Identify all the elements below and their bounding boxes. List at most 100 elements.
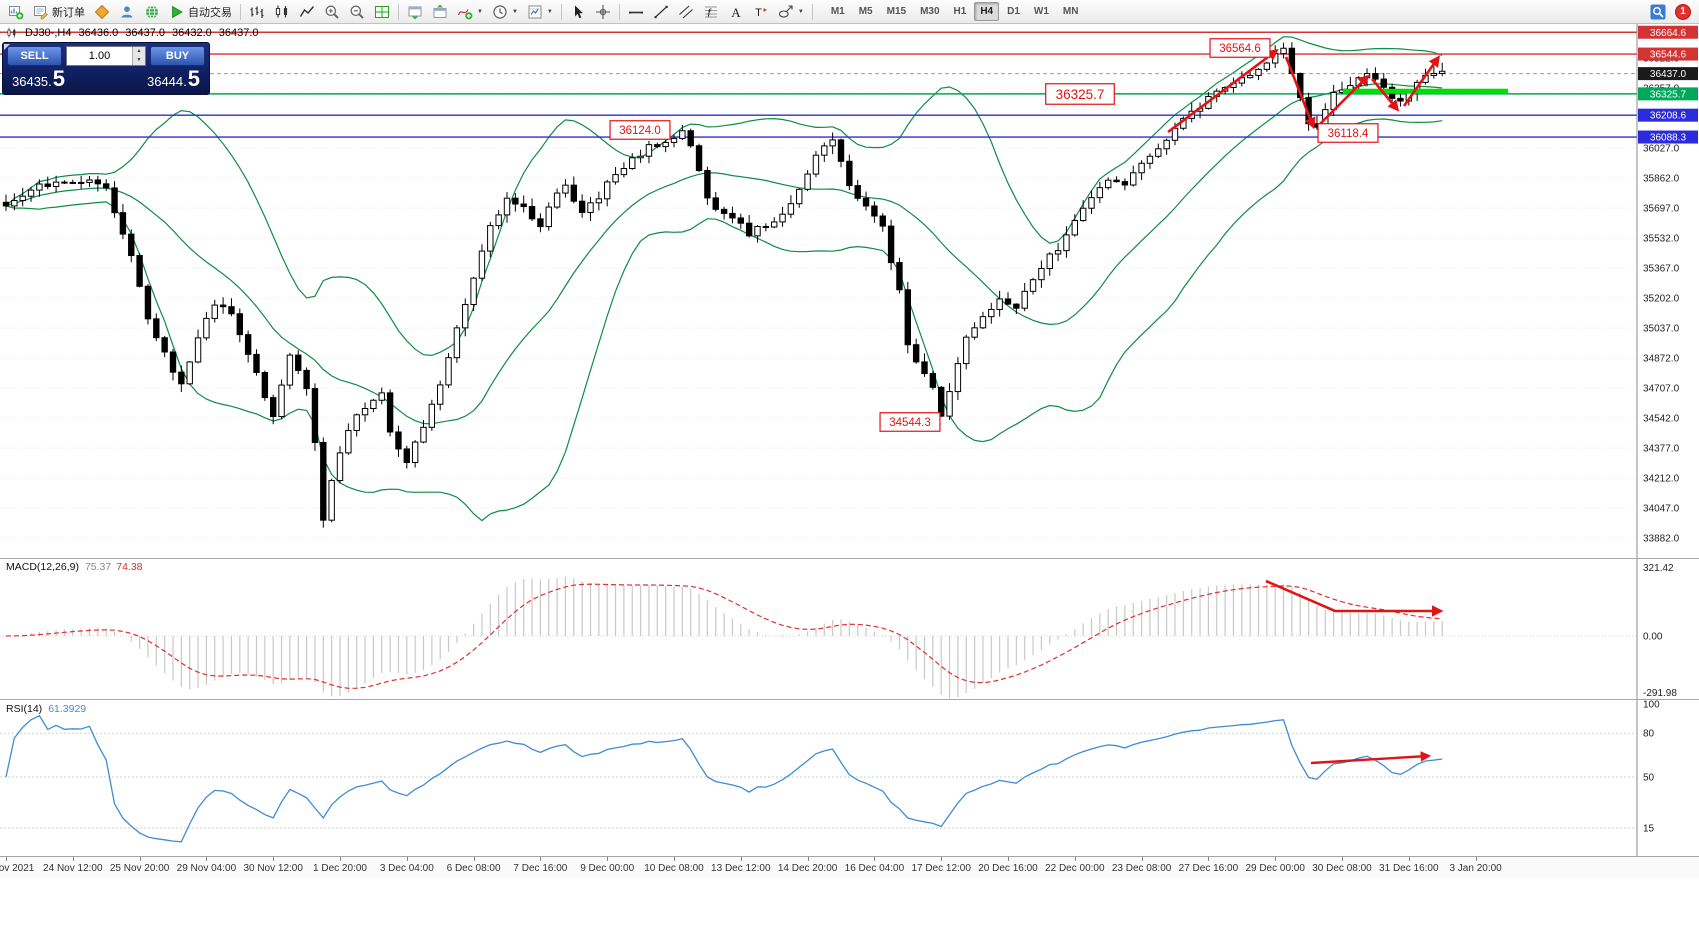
time-tick [340, 857, 341, 861]
templates-icon[interactable]: ▼ [523, 2, 557, 22]
symbol-title: DJ30-,H4 [25, 27, 72, 39]
macd-chart-canvas[interactable]: 321.42 0.00 -291.98 [0, 559, 1699, 699]
cursor-tool-icon[interactable] [566, 2, 590, 22]
trend-arrow[interactable] [1284, 56, 1316, 130]
tile-windows-icon[interactable] [370, 2, 394, 22]
time-tick [1475, 857, 1477, 861]
zoom-out-icon[interactable] [345, 2, 369, 22]
community-icon[interactable] [140, 2, 164, 22]
svg-text:36664.6: 36664.6 [1650, 28, 1687, 39]
trendline-tool-icon[interactable] [649, 2, 673, 22]
zoom-in-icon[interactable] [320, 2, 344, 22]
trend-arrow[interactable] [1371, 78, 1400, 112]
svg-text:A: A [731, 5, 741, 20]
time-tick [740, 857, 742, 861]
svg-text:34212.0: 34212.0 [1643, 474, 1680, 485]
bollinger-band [5, 83, 1443, 425]
time-label: 23 Nov 2021 [0, 863, 35, 874]
price-annotation[interactable]: 36564.6 [1209, 38, 1271, 58]
price-annotation[interactable]: 36325.7 [1045, 83, 1115, 105]
svg-text:36208.6: 36208.6 [1650, 111, 1687, 122]
volume-up-icon[interactable]: ▲ [133, 47, 145, 56]
profile-icon[interactable] [115, 2, 139, 22]
time-label: 13 Dec 12:00 [711, 863, 771, 874]
bollinger-band [5, 36, 1443, 357]
timeframe-h4[interactable]: H4 [974, 2, 1000, 21]
text-tool-icon[interactable]: A [724, 2, 748, 22]
rsi-panel: 100 80 50 15 [0, 699, 1699, 856]
chart-autoscroll-icon[interactable] [428, 2, 452, 22]
line-chart-icon[interactable] [295, 2, 319, 22]
time-tick [540, 857, 542, 861]
autotrade-button[interactable]: 自动交易 [165, 2, 236, 22]
sell-button[interactable]: SELL [7, 46, 62, 66]
timeframe-d1[interactable]: D1 [1007, 6, 1020, 17]
trend-arrow[interactable] [1319, 74, 1370, 125]
price-badge [1638, 67, 1698, 81]
timeframe-h1[interactable]: H1 [953, 6, 967, 17]
trend-arrow[interactable] [1402, 55, 1440, 107]
time-label: 23 Dec 08:00 [1111, 863, 1172, 874]
candlestick-chart-icon[interactable] [270, 2, 294, 22]
timeframe-w1[interactable]: W1 [1033, 6, 1049, 17]
toolbar-separator [398, 3, 399, 20]
time-label: 3 Dec 04:00 [379, 863, 434, 874]
rsi-chart-canvas[interactable]: 100 80 50 15 [0, 700, 1699, 856]
buy-button[interactable]: BUY [150, 46, 205, 66]
ohlc-low: 36432.0 [172, 27, 212, 39]
search-icon[interactable] [1646, 2, 1670, 22]
new-order-button[interactable]: 新订单 [29, 2, 89, 22]
svg-text:35697.0: 35697.0 [1643, 204, 1680, 215]
chart-shift-icon[interactable] [403, 2, 427, 22]
collapse-trade-panel-icon[interactable] [4, 44, 10, 50]
svg-text:36088.3: 36088.3 [1650, 133, 1687, 144]
time-label: 7 Dec 16:00 [513, 863, 568, 874]
timeframe-m5[interactable]: M5 [858, 6, 873, 17]
timeframe-m30[interactable]: M30 [920, 6, 940, 17]
macd-trend-arrow[interactable] [1265, 579, 1444, 617]
trend-arrow[interactable] [1167, 48, 1279, 134]
svg-text:35037.0: 35037.0 [1643, 324, 1680, 335]
mql-market-icon[interactable] [90, 2, 114, 22]
time-tick [1208, 857, 1210, 861]
channel-tool-icon[interactable] [674, 2, 698, 22]
price-annotation[interactable]: 34544.3 [879, 412, 941, 432]
timeframe-mn[interactable]: MN [1062, 6, 1079, 17]
time-tick [674, 857, 675, 861]
one-click-trade-panel: SELL 1.00 ▲ ▼ BUY 36435. 5 36444. 5 [2, 42, 210, 95]
new-chart-icon[interactable] [4, 2, 28, 22]
time-label: 6 Dec 08:00 [446, 863, 501, 874]
price-annotation[interactable]: 36124.0 [609, 120, 671, 140]
text-label-tool-icon[interactable]: T [749, 2, 773, 22]
svg-text:0.00: 0.00 [1643, 632, 1663, 643]
ohlc-high: 36437.0 [125, 27, 165, 39]
volume-down-icon[interactable]: ▼ [133, 56, 145, 65]
time-tick [6, 857, 7, 861]
horizontal-line-tool-icon[interactable] [624, 2, 648, 22]
svg-text:36325.7: 36325.7 [1056, 87, 1105, 102]
toolbar-left-group: 新订单 自动交易 ▼ ▼ ▼ f A T ▼ M1 M5 M15 M30 H1 H4 D1 W1 MN [4, 2, 1646, 22]
crosshair-tool-icon[interactable] [591, 2, 615, 22]
toolbar-right-group: 1 [1646, 2, 1695, 22]
main-chart-canvas[interactable]: 36522.036357.036192.036027.035862.035697… [0, 24, 1699, 558]
price-badge [1638, 87, 1698, 101]
time-axis[interactable]: 23 Nov 2021 24 Nov 12:00 25 Nov 20:00 29 No… [0, 856, 1699, 878]
time-label: 30 Dec 08:00 [1312, 863, 1372, 874]
fibonacci-tool-icon[interactable]: f [699, 2, 723, 22]
macd-indicator-label: MACD(12,26,9) 75.37 74.38 [6, 561, 143, 573]
timeframe-m1[interactable]: M1 [830, 6, 845, 17]
price-annotation[interactable]: 36118.4 [1317, 123, 1379, 143]
periods-icon[interactable]: ▼ [488, 2, 522, 22]
indicators-list-icon[interactable]: ▼ [453, 2, 487, 22]
svg-text:35202.0: 35202.0 [1643, 294, 1680, 305]
volume-input[interactable]: 1.00 ▲ ▼ [66, 46, 146, 66]
time-label: 29 Dec 00:00 [1245, 863, 1305, 874]
time-tick [1408, 857, 1410, 861]
svg-text:36544.6: 36544.6 [1650, 50, 1687, 61]
rsi-trend-arrow[interactable] [1310, 751, 1432, 765]
volume-value[interactable]: 1.00 [88, 50, 111, 62]
bar-chart-icon[interactable] [245, 2, 269, 22]
notification-badge[interactable]: 1 [1675, 3, 1691, 20]
shapes-tool-icon[interactable]: ▼ [774, 2, 808, 22]
timeframe-m15[interactable]: M15 [886, 6, 907, 17]
